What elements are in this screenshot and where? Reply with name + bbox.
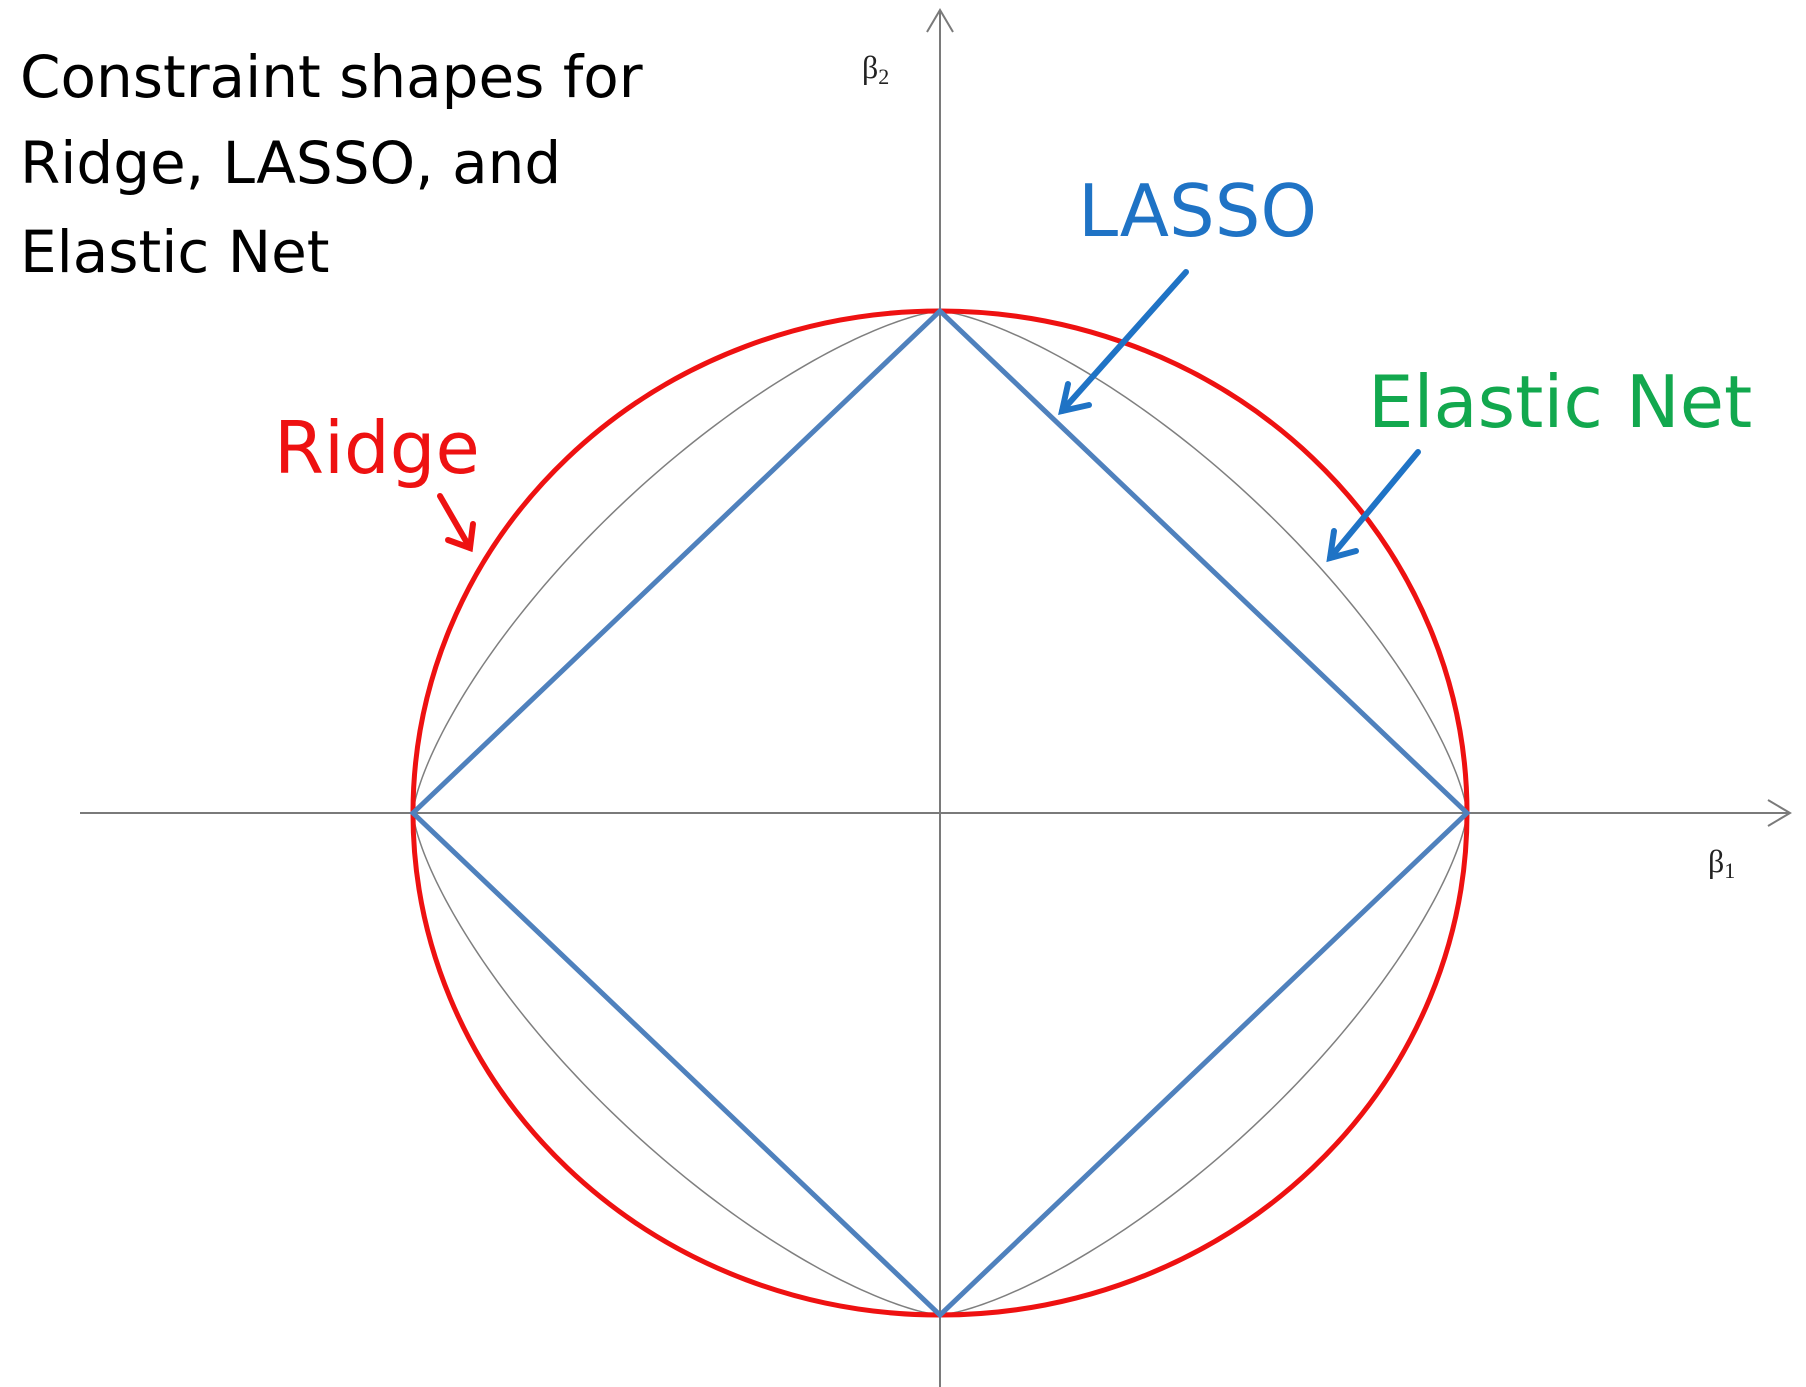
y-axis-label: β2 — [862, 49, 889, 89]
ridge-label: Ridge — [274, 406, 480, 490]
x-axis-label: β1 — [1708, 843, 1735, 883]
y-axis-arrowhead — [926, 8, 954, 33]
elastic-net-label: Elastic Net — [1368, 360, 1752, 444]
ridge-arrow — [437, 493, 476, 553]
lasso-arrow — [1058, 269, 1189, 415]
diagram-title: Constraint shapes for Ridge, LASSO, and … — [20, 43, 661, 286]
lasso-label: LASSO — [1078, 169, 1317, 253]
x-axis-arrowhead — [1767, 799, 1792, 827]
lasso-diamond — [409, 307, 1471, 1319]
elastic-net-arrow — [1326, 449, 1421, 563]
axes — [80, 8, 1792, 1387]
